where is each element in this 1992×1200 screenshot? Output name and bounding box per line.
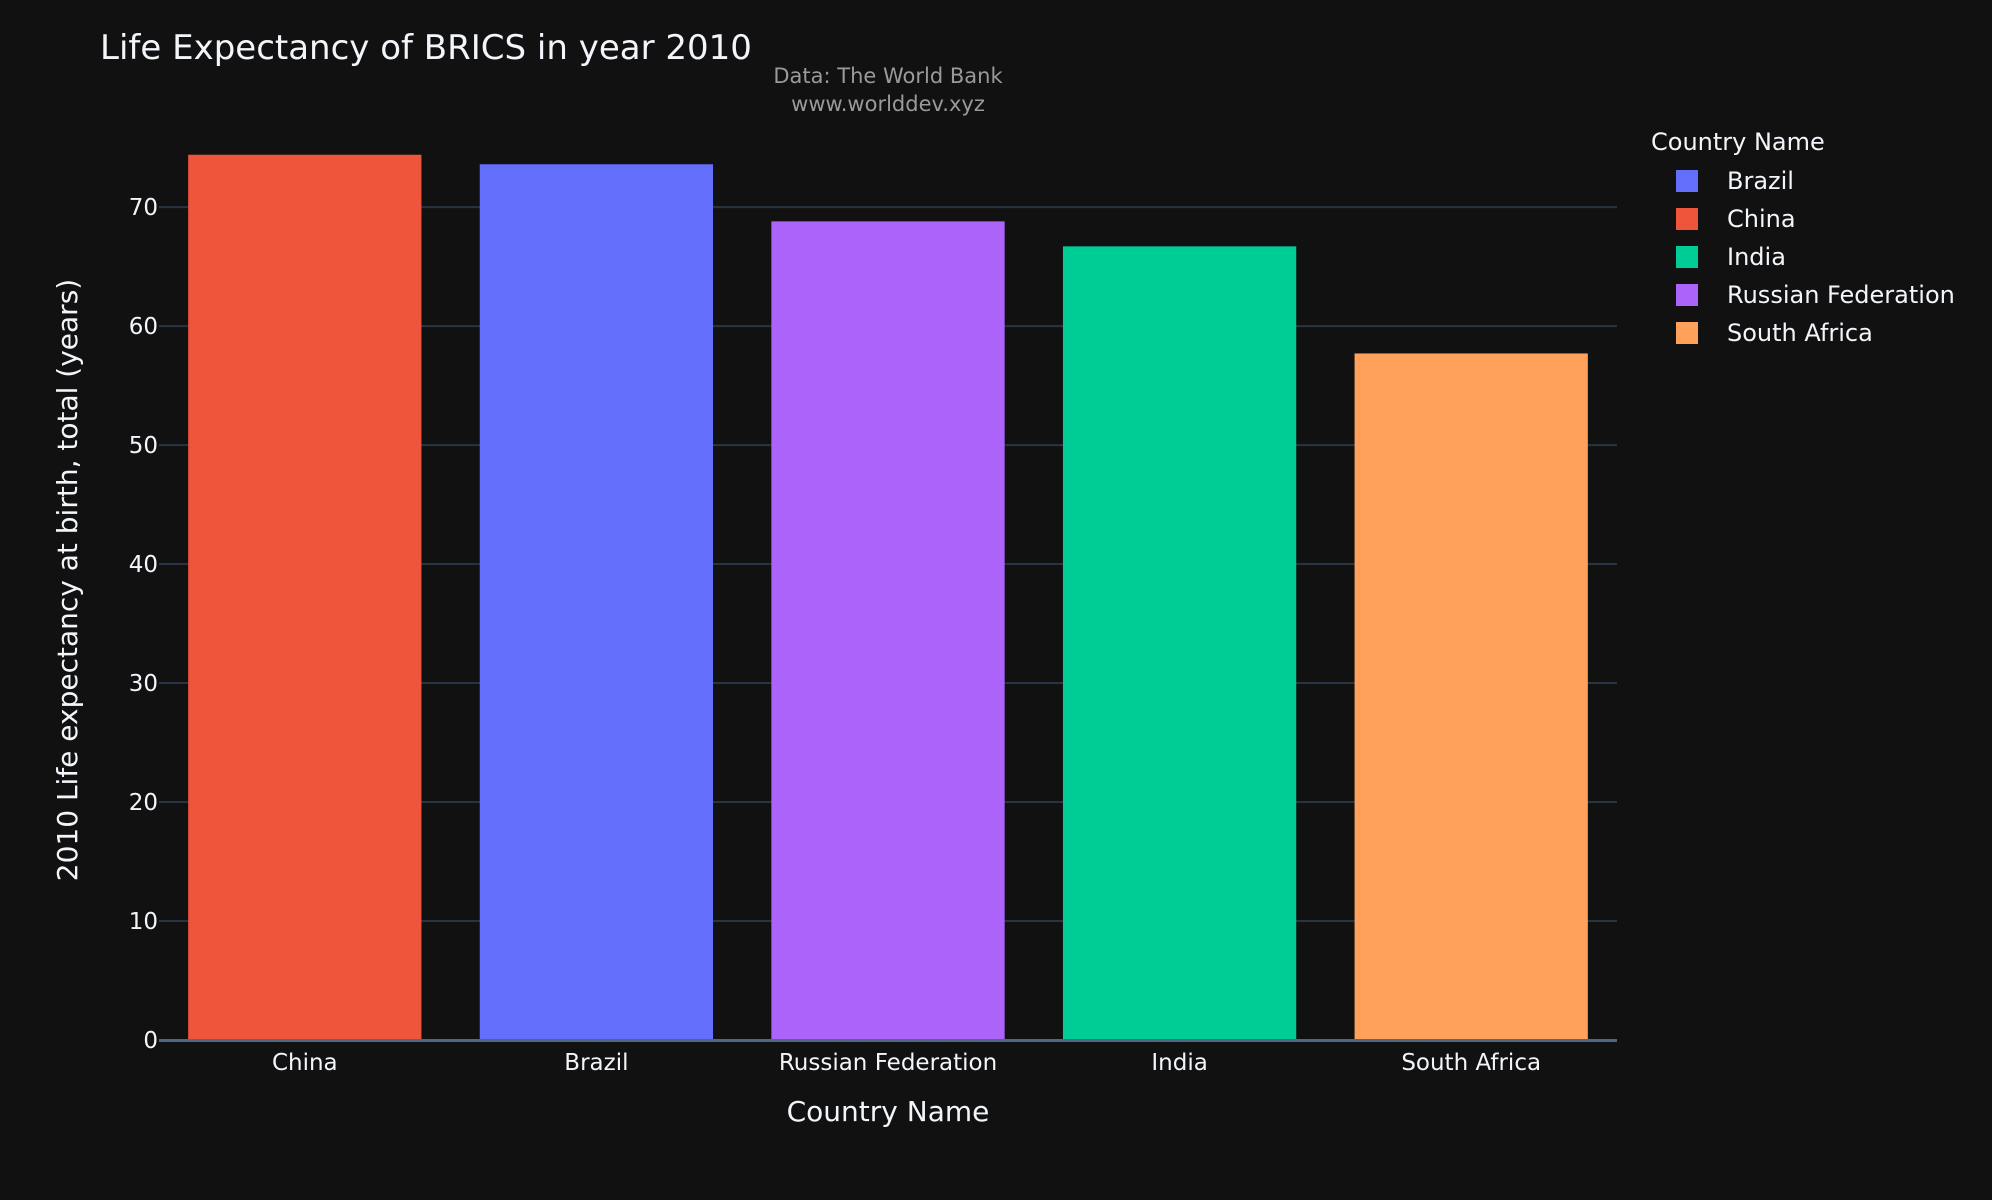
chart-title: Life Expectancy of BRICS in year 2010 — [100, 28, 752, 68]
legend-swatch — [1676, 284, 1698, 306]
y-tick-label: 50 — [129, 433, 158, 459]
x-tick-label: China — [272, 1050, 338, 1076]
x-tick-label: Russian Federation — [779, 1050, 997, 1076]
y-tick-label: 10 — [129, 909, 158, 935]
y-tick-label: 40 — [129, 552, 158, 578]
x-axis-ticks: China Brazil Russian Federation India South … — [272, 1050, 1541, 1076]
x-tick-label: India — [1151, 1050, 1207, 1076]
bars — [188, 154, 1588, 1041]
legend-entry-label: China — [1727, 205, 1796, 233]
y-tick-label: 70 — [129, 195, 158, 221]
legend-swatch — [1676, 170, 1698, 192]
legend-entry-label: Brazil — [1727, 167, 1794, 195]
chart-subtitle-source: Data: The World Bank — [773, 64, 1003, 88]
legend-swatch — [1676, 322, 1698, 344]
x-tick-label: Brazil — [564, 1050, 628, 1076]
legend-swatch — [1676, 246, 1698, 268]
legend-title: Country Name — [1651, 128, 1825, 156]
legend-swatch — [1676, 208, 1698, 230]
x-axis-title: Country Name — [787, 1095, 990, 1128]
y-axis-title: 2010 Life expectancy at birth, total (ye… — [51, 279, 84, 881]
y-axis-ticks: 0 10 20 30 40 50 60 70 — [129, 195, 158, 1054]
legend: Country Name Brazil China India Russian Fed… — [1651, 128, 1955, 347]
legend-entry-label: Russian Federation — [1727, 281, 1955, 309]
y-tick-label: 20 — [129, 790, 158, 816]
legend-items: Brazil China India Russian Federation South … — [1676, 167, 1955, 347]
chart-subtitle-url: www.worlddev.xyz — [791, 92, 985, 116]
bar-india — [1062, 246, 1297, 1040]
legend-entry-label: India — [1727, 243, 1786, 271]
bar-brazil — [479, 164, 714, 1040]
y-tick-label: 30 — [129, 671, 158, 697]
legend-entry-label: South Africa — [1727, 319, 1873, 347]
bar-china — [188, 154, 422, 1040]
x-tick-label: South Africa — [1401, 1050, 1541, 1076]
bar-russian-federation — [771, 221, 1005, 1041]
y-tick-label: 60 — [129, 314, 158, 340]
bar-south-africa — [1354, 353, 1588, 1041]
y-tick-label: 0 — [143, 1028, 158, 1054]
